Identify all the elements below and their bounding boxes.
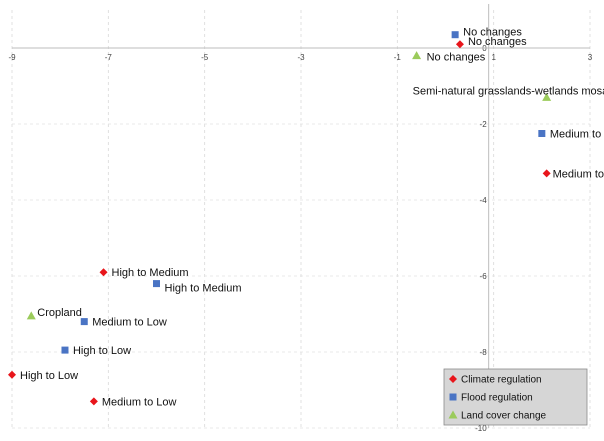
data-labels: No changes Medium to High High to Medium Hi… [20,27,604,409]
diamond-marker [542,169,551,178]
point-label: High to Medium [165,283,242,295]
y-tick-label: -2 [480,120,488,129]
point-label: No changes [468,36,527,48]
x-tick-label: -7 [105,53,113,62]
y-tick-label: -8 [480,348,488,357]
point-label: Medium to Low [92,317,167,329]
square-marker [451,31,459,39]
triangle-marker [542,92,552,101]
square-marker [538,130,546,137]
point-label: No changes [427,52,486,64]
point-label: Medium to Low [102,396,177,408]
triangle-marker [412,51,422,60]
legend-diamond-icon [449,375,457,383]
square-marker [61,346,69,354]
diamond-marker [99,268,108,277]
point-label: Semi-natural grasslands-wetlands mosaics [413,85,604,97]
grid [11,10,591,429]
x-tick-label: -5 [201,53,209,62]
axes: -9-7-5-3-1130-2-4-6-8-10 [8,4,593,433]
x-tick-label: -9 [8,53,16,62]
diamond-marker [89,397,98,406]
y-tick-label: -10 [475,424,487,433]
point-label: No changes [463,27,522,39]
diamond-marker [8,370,16,379]
legend: Climate regulation Flood regulation Land c… [443,368,588,426]
legend-box [443,368,588,426]
data-points [8,31,552,406]
point-label: High to Medium [112,267,189,279]
legend-entry: Climate regulation [461,375,542,386]
legend-entry: Flood regulation [461,393,533,404]
triangle-marker [26,311,36,320]
square-marker [80,318,88,326]
y-tick-label: -6 [480,272,488,281]
point-label: High to Low [73,345,131,357]
square-marker [153,280,160,288]
x-tick-label: 3 [588,53,593,62]
x-tick-label: 1 [491,53,496,62]
x-tick-label: -1 [394,53,402,62]
point-label: Cropland [37,307,82,319]
point-label: High to Low [20,370,78,382]
legend-triangle-icon [448,410,458,419]
point-label: Medium to High [550,129,604,141]
point-label: Medium to High [553,168,604,180]
y-tick-label: -4 [480,196,488,205]
x-tick-label: -3 [297,53,305,62]
legend-square-icon [449,393,457,401]
legend-entry: Land cover change [461,411,547,422]
diamond-marker [455,40,464,49]
